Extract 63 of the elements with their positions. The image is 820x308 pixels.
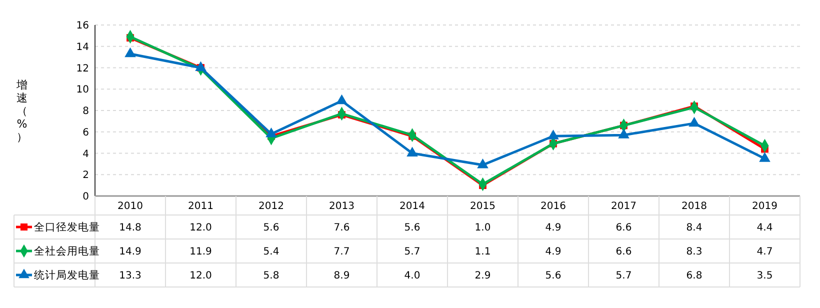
data-label: 11.9 <box>190 246 212 258</box>
data-label: 5.6 <box>263 222 280 234</box>
data-label: 6.8 <box>686 270 702 282</box>
data-label: 5.4 <box>263 246 280 258</box>
point <box>688 116 700 127</box>
data-label: 5.6 <box>404 222 420 234</box>
data-label: 5.7 <box>404 246 420 258</box>
data-label: 6.6 <box>616 246 632 258</box>
x-tick-label: 2012 <box>258 201 284 212</box>
x-tick-label: 2014 <box>400 201 425 212</box>
point <box>618 128 630 138</box>
y-tick-label: 0 <box>82 192 89 202</box>
point <box>548 130 559 140</box>
data-label: 7.7 <box>334 246 350 258</box>
y-tick-label: 10 <box>76 84 89 96</box>
data-label: 4.9 <box>545 222 562 234</box>
data-label: 3.5 <box>756 270 773 282</box>
y-tick-label: 14 <box>76 42 89 53</box>
data-label: 14.8 <box>119 222 142 234</box>
data-label: 6.6 <box>616 222 632 234</box>
data-label: 13.3 <box>119 270 142 282</box>
data-label: 2.9 <box>474 270 491 282</box>
y-tick-label: 2 <box>82 170 89 182</box>
x-tick-label: 2015 <box>470 201 496 212</box>
data-label: 8.3 <box>686 246 702 258</box>
data-label: 5.8 <box>263 270 280 282</box>
data-label: 8.9 <box>334 270 350 282</box>
x-tick-label: 2017 <box>611 201 636 212</box>
x-tick-label: 2010 <box>118 201 143 212</box>
point <box>759 152 770 162</box>
y-tick-label: 4 <box>82 148 89 160</box>
data-label: 5.6 <box>545 270 562 282</box>
x-tick-label: 2013 <box>329 201 354 212</box>
legend-label: 统计局发电量 <box>34 268 100 282</box>
legend-label: 全口径发电量 <box>34 220 100 234</box>
x-tick-label: 2019 <box>752 201 778 212</box>
data-label: 1.0 <box>474 222 491 234</box>
data-label: 7.6 <box>334 222 350 234</box>
x-tick-label: 2016 <box>540 201 566 212</box>
data-label: 5.7 <box>616 270 632 282</box>
point <box>266 128 277 138</box>
point <box>124 47 136 58</box>
data-label: 1.1 <box>474 246 491 258</box>
point <box>195 61 206 72</box>
data-label: 4.7 <box>756 246 773 258</box>
legend-label: 全社会用电量 <box>34 244 100 258</box>
x-tick-label: 2018 <box>682 201 707 212</box>
y-axis-title: 增速（%） <box>16 78 28 144</box>
x-tick-label: 2011 <box>188 201 214 212</box>
point <box>336 94 348 104</box>
y-tick-label: 8 <box>82 106 89 117</box>
data-label: 14.9 <box>119 246 142 258</box>
data-label: 4.4 <box>756 222 773 234</box>
y-tick-label: 16 <box>76 20 89 32</box>
data-label: 12.0 <box>190 222 212 234</box>
data-label: 12.0 <box>190 270 212 282</box>
data-label: 8.4 <box>686 222 702 234</box>
y-tick-label: 6 <box>82 127 89 138</box>
point <box>477 158 488 168</box>
y-tick-label: 12 <box>76 63 89 74</box>
data-label: 4.9 <box>545 246 562 258</box>
data-label: 4.0 <box>404 270 420 282</box>
point <box>406 146 418 157</box>
